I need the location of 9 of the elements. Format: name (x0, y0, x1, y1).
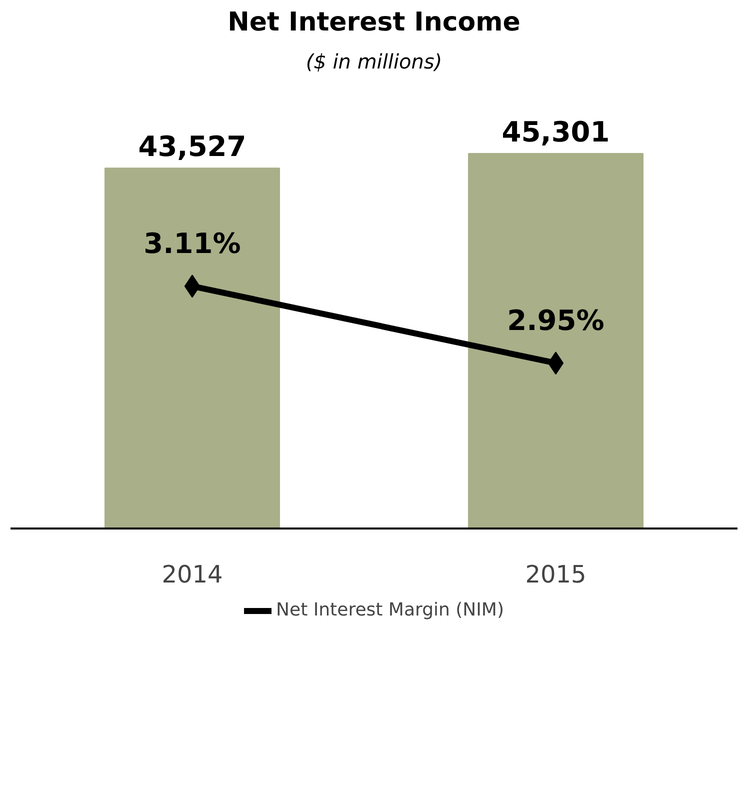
chart-subtitle: ($ in millions) (306, 50, 442, 74)
data-label: 2.95% (507, 304, 604, 338)
data-label: 45,301 (502, 116, 610, 148)
chart-title: Net Interest Income (228, 8, 520, 38)
x-tick-label: 2014 (162, 560, 223, 588)
legend-label: Net Interest Margin (NIM) (276, 600, 504, 620)
x-tick-label: 2015 (525, 560, 586, 588)
data-label: 3.11% (144, 227, 241, 260)
data-label: 43,527 (138, 130, 246, 164)
